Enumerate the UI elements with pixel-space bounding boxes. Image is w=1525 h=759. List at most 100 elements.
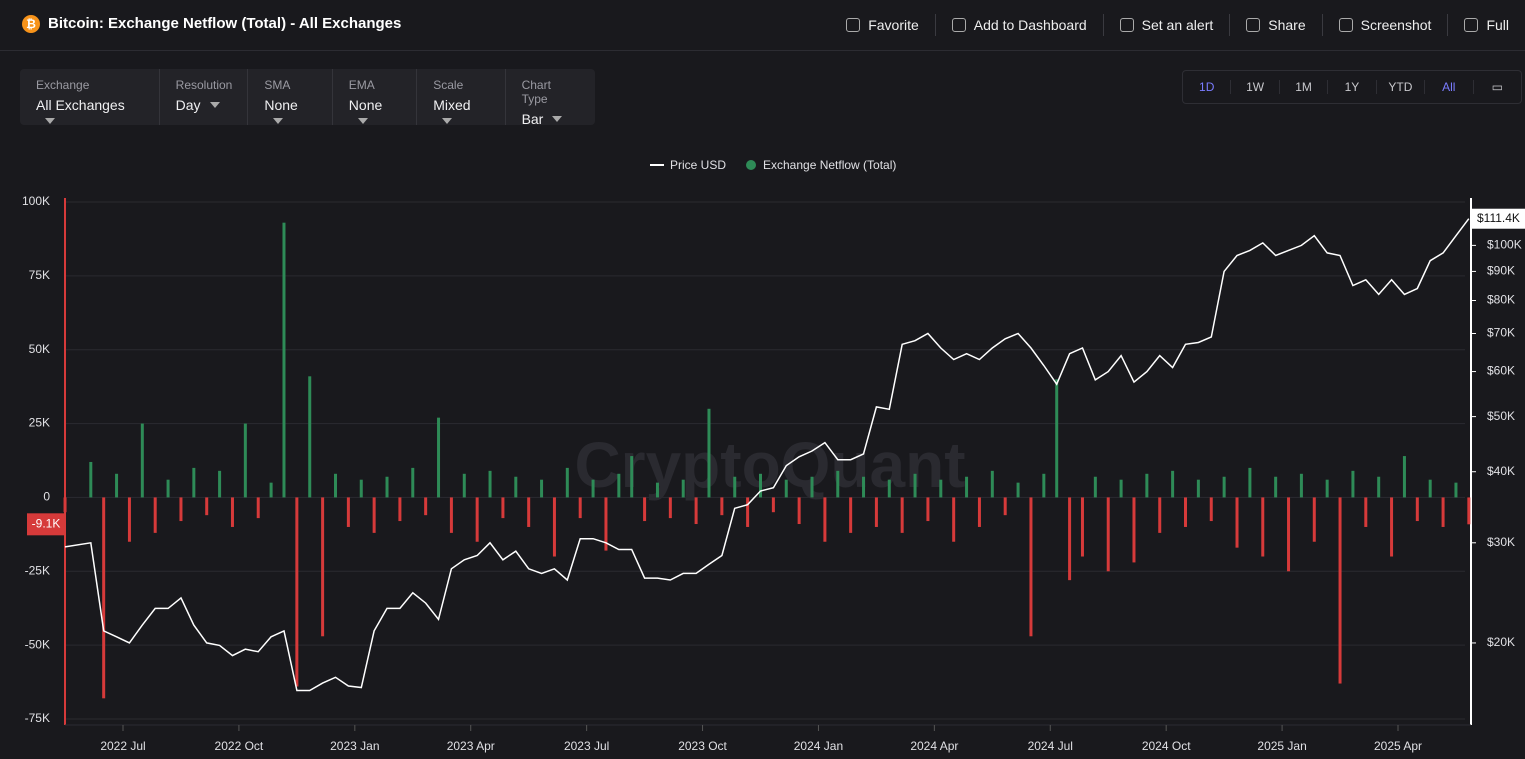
legend-label[interactable]: Price USD	[670, 158, 726, 172]
netflow-bar	[1158, 497, 1162, 533]
netflow-bar	[127, 497, 131, 542]
filter-label: Exchange	[36, 78, 90, 92]
range-button[interactable]: YTD	[1377, 80, 1426, 94]
netflow-bar	[1377, 476, 1381, 498]
netflow-bar	[1003, 497, 1007, 516]
netflow-bar	[89, 461, 93, 498]
netflow-bar	[784, 479, 788, 498]
netflow-bar	[282, 222, 286, 498]
range-button[interactable]: 1Y	[1328, 80, 1377, 94]
filter-label: Scale	[433, 78, 464, 92]
netflow-bar	[475, 497, 479, 542]
alert-button[interactable]: Set an alert	[1102, 14, 1230, 36]
netflow-bar	[192, 467, 196, 498]
favorite-button[interactable]: Favorite	[830, 14, 935, 36]
netflow-bar	[874, 497, 878, 527]
range-button[interactable]: 1M	[1280, 80, 1329, 94]
x-tick-label: 2024 Oct	[1142, 739, 1191, 753]
dashboard-button[interactable]: Add to Dashboard	[934, 14, 1103, 36]
netflow-bar	[836, 470, 840, 498]
y2-tick-label: $30K	[1487, 535, 1515, 549]
netflow-bar	[1171, 470, 1175, 498]
x-tick-label: 2023 Apr	[447, 739, 495, 753]
x-tick-label: 2024 Apr	[910, 739, 958, 753]
netflow-bar	[1132, 497, 1136, 563]
netflow-bar	[1119, 479, 1123, 498]
netflow-bar	[1184, 497, 1187, 527]
filter[interactable]: SMA None	[248, 69, 333, 125]
netflow-bar	[771, 497, 775, 513]
action-label: Set an alert	[1141, 17, 1214, 33]
icon	[1338, 18, 1353, 32]
filter[interactable]: Scale Mixed	[417, 69, 506, 125]
netflow-bar	[449, 497, 453, 533]
actions: Favorite Add to Dashboard Set an alert S…	[830, 14, 1525, 36]
action-label: Screenshot	[1360, 17, 1432, 33]
netflow-bar	[655, 482, 659, 498]
calendar-button[interactable]: ▭	[1491, 80, 1503, 94]
y-tick-label: 50K	[29, 342, 50, 356]
netflow-bar	[733, 476, 737, 498]
fullscreen-button[interactable]: Full	[1447, 14, 1525, 36]
netflow-bar	[965, 476, 969, 498]
x-tick-label: 2025 Apr	[1374, 739, 1422, 753]
netflow-bar	[1428, 479, 1432, 498]
filter[interactable]: Exchange All Exchanges	[20, 69, 160, 125]
netflow-bar	[256, 497, 260, 519]
y2-tick-label: $40K	[1487, 464, 1515, 478]
netflow-bar	[1235, 497, 1239, 548]
filter[interactable]: Chart Type Bar	[506, 69, 595, 127]
netflow-bar	[746, 497, 750, 527]
netflow-bar	[1287, 497, 1291, 572]
netflow-bar	[887, 479, 891, 498]
range-button[interactable]: 1D	[1183, 80, 1232, 94]
range-button[interactable]: All	[1425, 80, 1474, 94]
header: ₿ Bitcoin: Exchange Netflow (Total) - Al…	[0, 0, 1525, 51]
icon	[951, 18, 966, 32]
netflow-bar	[1029, 497, 1033, 637]
price-badge-label: $111.4K	[1477, 211, 1520, 225]
netflow-bar	[1106, 497, 1110, 572]
page-title: Bitcoin: Exchange Netflow (Total) - All …	[48, 15, 402, 32]
filter-label: Chart Type	[521, 78, 551, 106]
netflow-bar	[926, 497, 930, 522]
netflow-bar	[1325, 479, 1329, 498]
netflow-bar	[759, 473, 762, 498]
screenshot-button[interactable]: Screenshot	[1321, 14, 1448, 36]
netflow-bar	[849, 497, 853, 533]
netflow-bar	[179, 497, 183, 522]
filter[interactable]: Resolution Day	[160, 69, 249, 125]
netflow-bar	[990, 470, 994, 498]
netflow-bar	[1312, 497, 1316, 542]
netflow-bar	[1068, 497, 1072, 581]
y-tick-label: -50K	[25, 637, 50, 651]
netflow-bar	[269, 482, 273, 498]
netflow-bar	[1299, 473, 1303, 498]
netflow-bar	[617, 473, 621, 498]
netflow-bar	[707, 408, 711, 498]
netflow-bar	[952, 497, 956, 542]
netflow-bar	[1055, 379, 1059, 498]
netflow-bar	[488, 470, 492, 498]
y2-tick-label: $90K	[1487, 264, 1515, 278]
y2-tick-label: $100K	[1487, 238, 1522, 252]
netflow-bar	[1222, 476, 1226, 498]
netflow-bar	[1261, 497, 1265, 557]
netflow-bar	[102, 497, 106, 699]
filter-value: None	[349, 97, 401, 129]
netflow-badge-label: -9.1K	[32, 516, 61, 530]
netflow-bar	[308, 376, 312, 498]
filter-value: Bar	[522, 111, 580, 127]
netflow-bar	[411, 467, 415, 498]
netflow-bar	[321, 497, 325, 637]
netflow-bar	[398, 497, 402, 522]
range-button[interactable]: 1W	[1231, 80, 1280, 94]
netflow-bar	[1274, 476, 1278, 498]
share-button[interactable]: Share	[1229, 14, 1321, 36]
filter[interactable]: EMA None	[333, 69, 418, 125]
netflow-bar	[1042, 473, 1046, 498]
legend-label[interactable]: Exchange Netflow (Total)	[763, 158, 896, 172]
y2-tick-label: $50K	[1487, 409, 1515, 423]
y2-tick-label: $20K	[1487, 635, 1515, 649]
